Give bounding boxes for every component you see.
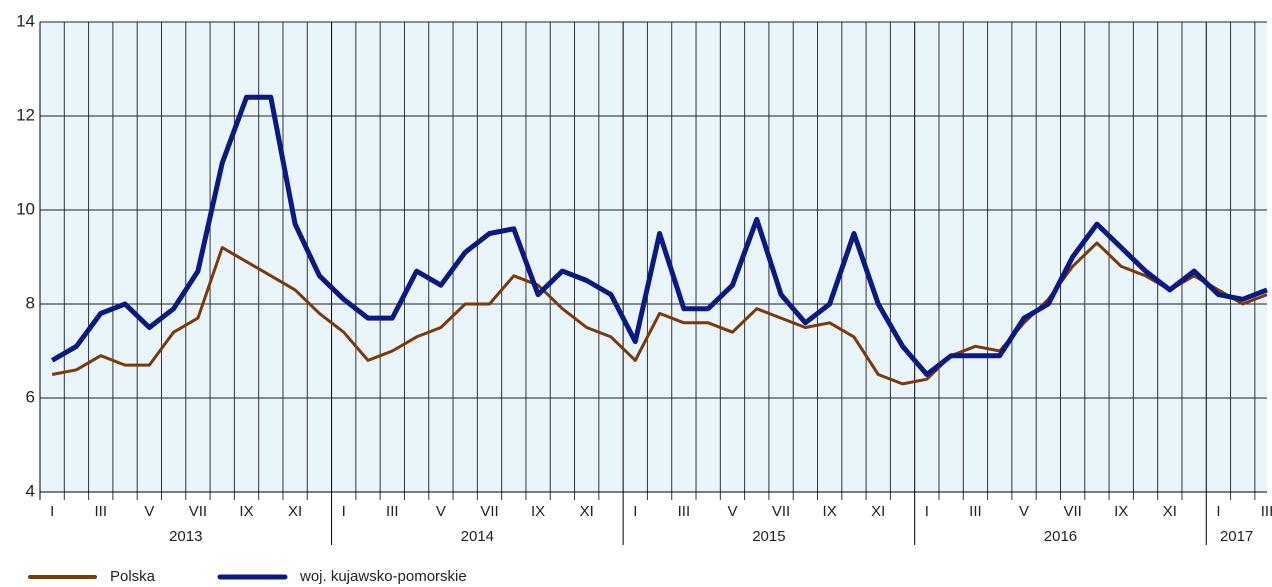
x-tick-label: VII [480, 503, 498, 520]
y-tick-label: 6 [26, 387, 35, 406]
x-tick-label: XI [288, 503, 302, 520]
x-tick-label: IX [823, 503, 837, 520]
series-line [50, 94, 1268, 377]
x-tick-label: XI [580, 503, 594, 520]
x-tick-label: I [1216, 503, 1220, 520]
x-tick-label: I [50, 503, 54, 520]
year-label: 2017 [1220, 528, 1253, 545]
x-tick-label: I [633, 503, 637, 520]
x-tick-label: III [678, 503, 691, 520]
year-label: 2013 [169, 528, 202, 545]
x-tick-label: III [969, 503, 982, 520]
x-tick-label: XI [1163, 503, 1177, 520]
x-tick-label: VII [189, 503, 207, 520]
x-tick-label: XI [871, 503, 885, 520]
legend-label: Polska [110, 568, 156, 585]
year-label: 2015 [752, 528, 785, 545]
x-tick-label: VII [772, 503, 790, 520]
y-tick-label: 8 [26, 293, 35, 312]
y-tick-label: 12 [16, 105, 35, 124]
x-tick-label: III [386, 503, 399, 520]
x-tick-label: V [144, 503, 154, 520]
x-tick-label: V [436, 503, 446, 520]
legend-label: woj. kujawsko-pomorskie [299, 568, 467, 585]
year-label: 2014 [461, 528, 494, 545]
year-label: 2016 [1044, 528, 1077, 545]
x-tick-label: III [1261, 503, 1272, 520]
y-tick-label: 4 [26, 481, 35, 500]
x-tick-label: I [342, 503, 346, 520]
y-tick-label: 10 [16, 199, 35, 218]
x-tick-label: IX [531, 503, 545, 520]
x-tick-label: III [94, 503, 107, 520]
x-tick-label: V [1019, 503, 1029, 520]
x-tick-label: IX [239, 503, 253, 520]
x-tick-label: I [925, 503, 929, 520]
x-tick-label: VII [1063, 503, 1081, 520]
x-tick-label: V [727, 503, 737, 520]
x-tick-label: IX [1114, 503, 1128, 520]
y-tick-label: 14 [16, 11, 35, 30]
